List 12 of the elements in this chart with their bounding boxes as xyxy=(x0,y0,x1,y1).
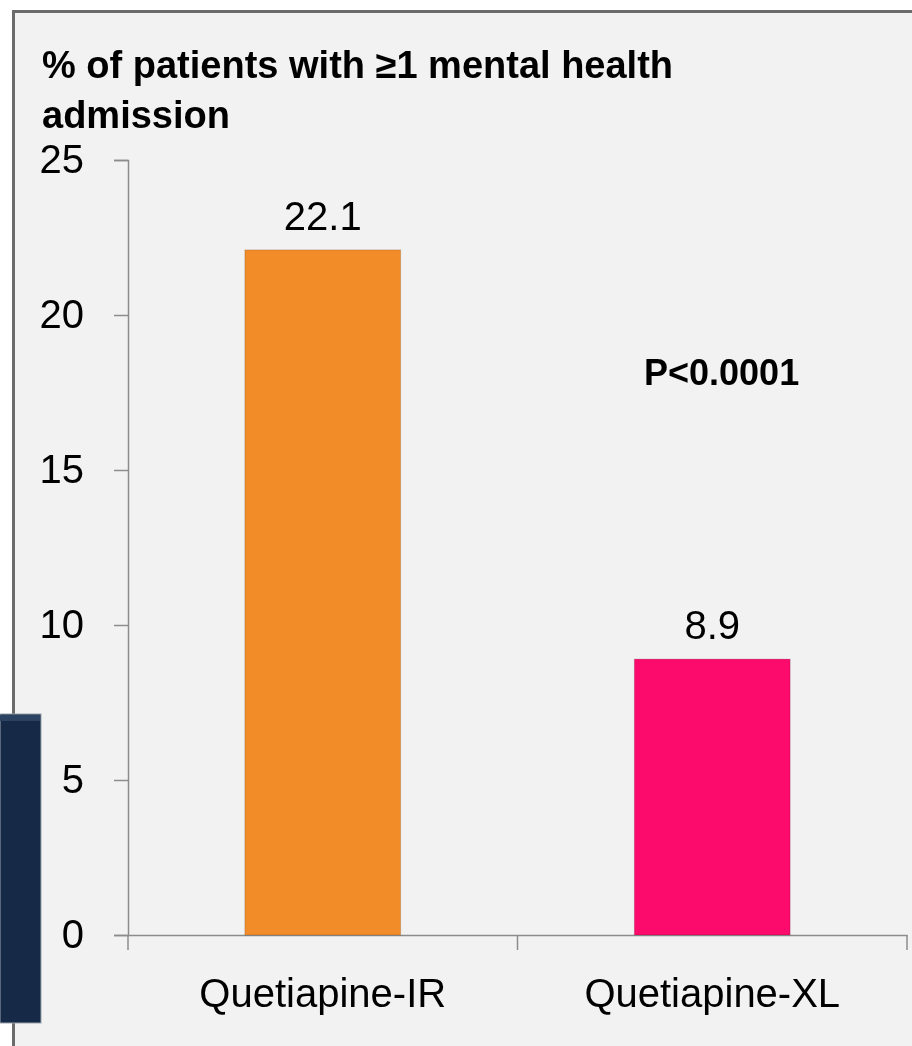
y-tick-label: 20 xyxy=(39,292,84,337)
annotation: P<0.0001 xyxy=(644,351,800,393)
y-tick-label: 0 xyxy=(61,912,84,957)
x-tick-label: Quetiapine-IR xyxy=(199,971,447,1016)
data-label: 22.1 xyxy=(283,193,362,238)
y-tick-label: 25 xyxy=(39,137,84,182)
data-label: 8.9 xyxy=(684,603,741,648)
y-tick-label: 10 xyxy=(39,602,84,647)
y-tick-label: 15 xyxy=(39,447,84,492)
y-axis-title: % of patients with ≥1 mental health admission xyxy=(42,44,674,136)
y-tick-label: 5 xyxy=(61,757,84,802)
x-tick-label: Quetiapine-XL xyxy=(584,971,841,1016)
